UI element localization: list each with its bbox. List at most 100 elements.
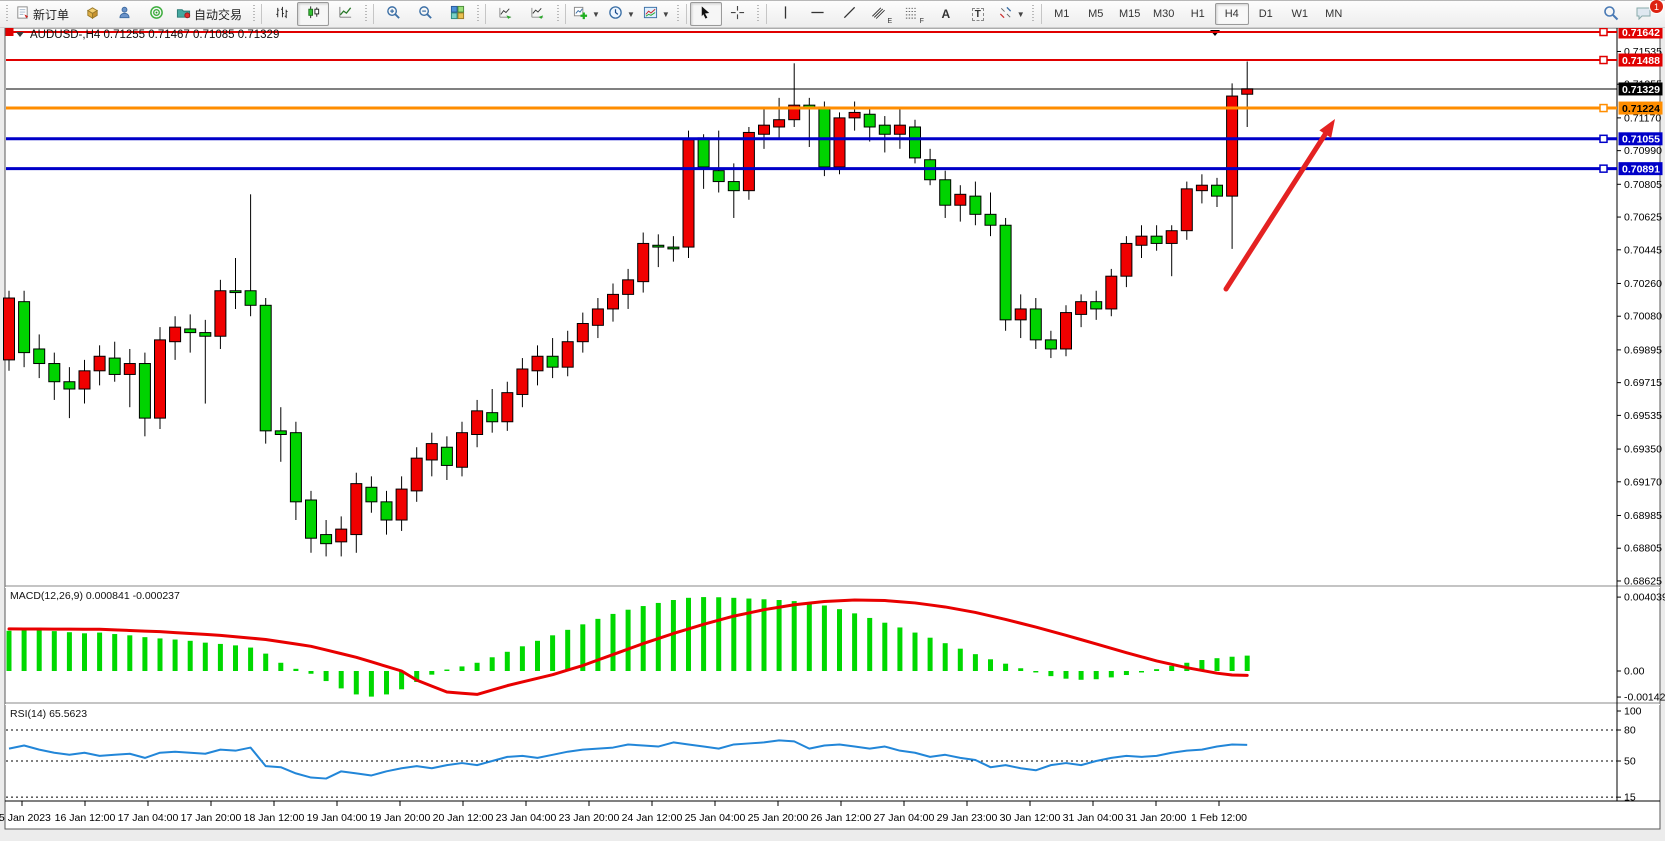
notifications-button[interactable]: 1 xyxy=(1627,0,1664,26)
hline-handle[interactable] xyxy=(1599,134,1608,144)
hline-handle[interactable] xyxy=(1599,164,1608,173)
draw-label-button[interactable]: T xyxy=(962,2,994,26)
templates-button[interactable]: ▼ xyxy=(639,2,674,26)
macd-histogram-bar xyxy=(1244,655,1250,671)
periods-button[interactable]: ▼ xyxy=(604,2,639,26)
timeframe-button-H1[interactable]: H1 xyxy=(1190,8,1205,20)
candle-up xyxy=(531,355,544,372)
hline-handle[interactable] xyxy=(1599,27,1608,37)
toolbar-drag-handle[interactable] xyxy=(363,5,369,23)
market-button[interactable] xyxy=(76,2,108,26)
draw-text-button[interactable]: A xyxy=(930,2,962,26)
draw-hline-button[interactable] xyxy=(802,2,834,26)
candle-down xyxy=(108,357,121,375)
draw-arrows-button[interactable]: ▼ xyxy=(994,2,1029,26)
autoscroll-button[interactable] xyxy=(489,2,521,26)
label-icon: T xyxy=(971,7,984,21)
new-order-button[interactable]: 新订单 xyxy=(11,2,76,26)
macd-histogram-bar xyxy=(1139,671,1144,673)
candlestick-chart-button[interactable] xyxy=(297,2,330,26)
toolbar-drag-handle[interactable] xyxy=(675,5,681,23)
toolbar-separator xyxy=(1040,4,1042,24)
hline-handle[interactable] xyxy=(1599,55,1608,65)
crosshair-button[interactable] xyxy=(722,2,754,26)
macd-histogram-bar xyxy=(867,617,873,671)
line-chart-button[interactable] xyxy=(329,2,361,26)
toolbar-drag-handle[interactable] xyxy=(475,5,481,23)
price-tag-label: 0.70891 xyxy=(1622,163,1660,175)
macd-histogram-bar xyxy=(1169,665,1175,671)
toolbar-drag-handle[interactable] xyxy=(251,5,257,23)
time-tick-label: 1 Feb 12:00 xyxy=(1191,812,1247,824)
trend-arrow[interactable] xyxy=(1223,128,1330,292)
price-tick-label: 0.68805 xyxy=(1624,543,1662,555)
timeframe-button-MN[interactable]: MN xyxy=(1325,8,1343,20)
search-icon xyxy=(1603,5,1619,24)
candle-down xyxy=(818,106,831,168)
time-tick-label: 31 Jan 20:00 xyxy=(1126,812,1187,824)
draw-fibonacci-button[interactable]: F xyxy=(898,2,930,26)
time-tick-label: 23 Jan 04:00 xyxy=(496,812,557,824)
timeframe-button-M30[interactable]: M30 xyxy=(1153,8,1175,20)
toolbar-drag-handle[interactable] xyxy=(4,5,9,23)
draw-channel-button[interactable]: E xyxy=(866,2,898,26)
macd-histogram-bar xyxy=(399,671,405,690)
candle-down xyxy=(289,432,302,503)
signals-icon xyxy=(149,5,164,23)
macd-histogram-bar xyxy=(278,662,284,671)
price-tag-0.71642 xyxy=(1618,25,1663,39)
trend-arrow-head[interactable] xyxy=(1319,119,1335,138)
candle-down xyxy=(1211,184,1223,197)
timeframe-button-M5[interactable]: M5 xyxy=(1088,8,1104,20)
time-tick-label: 17 Jan 04:00 xyxy=(118,812,179,824)
candle-up xyxy=(1014,308,1027,321)
auto-trading-button[interactable]: 自动交易 xyxy=(172,2,249,26)
new-order-label: 新订单 xyxy=(33,7,70,22)
timeframe-button-W1[interactable]: W1 xyxy=(1291,8,1308,20)
macd-histogram-bar xyxy=(1048,671,1054,677)
candle-up xyxy=(78,370,91,390)
macd-histogram-bar xyxy=(384,671,389,695)
hline-handle[interactable] xyxy=(5,28,14,36)
community-button[interactable] xyxy=(108,2,140,26)
candle-down xyxy=(712,170,725,183)
timeframe-button-D1[interactable]: D1 xyxy=(1258,8,1273,20)
macd-label: MACD(12,26,9) 0.000841 -0.000237 xyxy=(10,590,180,602)
candle-up xyxy=(93,355,106,372)
macd-histogram-bar xyxy=(716,597,722,671)
candle-up xyxy=(123,363,136,375)
candle-up xyxy=(591,308,604,326)
search-button[interactable] xyxy=(1595,2,1627,26)
macd-histogram-bar xyxy=(308,671,314,674)
macd-histogram-bar xyxy=(51,631,57,671)
draw-vline-button[interactable] xyxy=(770,2,802,26)
chart-template-icon xyxy=(643,5,658,23)
tile-windows-button[interactable] xyxy=(441,2,473,26)
toolbar-drag-handle[interactable] xyxy=(555,5,561,23)
timeframe-button-M15[interactable]: M15 xyxy=(1119,8,1141,20)
hline-handle[interactable] xyxy=(1599,103,1608,113)
draw-trendline-button[interactable] xyxy=(834,2,866,26)
chart-shift-button[interactable] xyxy=(521,2,553,26)
zoom-in-button[interactable] xyxy=(377,2,409,26)
macd-histogram-bar xyxy=(1199,660,1205,671)
time-tick-label: 25 Jan 20:00 xyxy=(748,812,809,824)
macd-histogram-bar xyxy=(202,642,208,671)
cursor-button[interactable] xyxy=(689,2,722,26)
symbol-dropdown-icon[interactable] xyxy=(16,32,24,37)
macd-tick-label: 0.004039 xyxy=(1624,592,1665,604)
zoom-out-button[interactable] xyxy=(409,2,441,26)
candle-down xyxy=(1029,308,1042,341)
macd-histogram-bar xyxy=(353,671,359,695)
macd-histogram-bar xyxy=(550,635,556,671)
add-indicator-button[interactable]: ▼ xyxy=(569,2,604,26)
toolbar-drag-handle[interactable] xyxy=(1030,5,1036,23)
timeframe-button-H4[interactable]: H4 xyxy=(1214,3,1249,25)
timeframe-button-M1[interactable]: M1 xyxy=(1054,8,1070,20)
price-tick-label: 0.69535 xyxy=(1624,410,1662,422)
candle-down xyxy=(305,499,317,539)
chart-canvas[interactable]: 0.715350.713550.711700.709900.708050.706… xyxy=(0,25,1665,836)
bar-chart-button[interactable] xyxy=(265,2,297,26)
toolbar-drag-handle[interactable] xyxy=(755,5,761,23)
signals-button[interactable] xyxy=(140,2,172,26)
